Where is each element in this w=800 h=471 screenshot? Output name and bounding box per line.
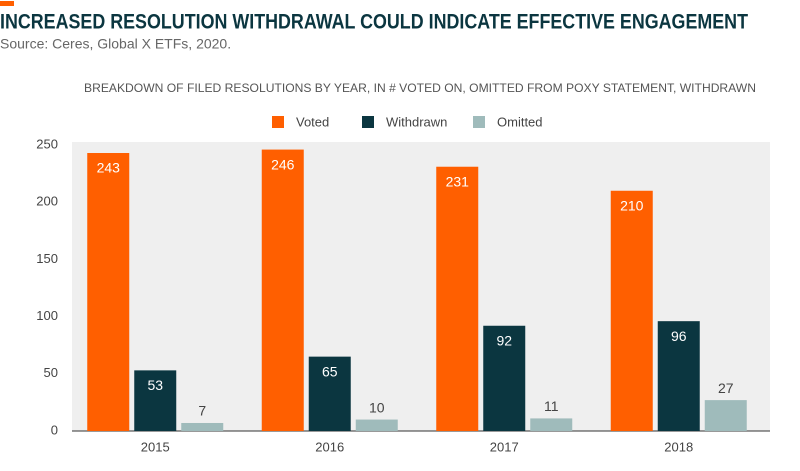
legend-label: Withdrawn: [386, 114, 447, 129]
y-tick-label: 50: [44, 365, 58, 380]
legend-swatch: [473, 116, 485, 128]
legend-swatch: [362, 116, 374, 128]
bar: [87, 153, 130, 431]
legend-swatch: [272, 116, 284, 128]
value-label: 210: [620, 197, 644, 213]
bar: [657, 321, 700, 431]
y-tick-label: 100: [36, 308, 58, 323]
y-tick-label: 150: [36, 251, 58, 266]
bar: [355, 419, 398, 431]
value-label: 246: [271, 156, 295, 172]
value-label: 10: [369, 399, 385, 415]
value-label: 7: [198, 403, 206, 419]
accent-bar: [0, 1, 14, 6]
plot-area: [72, 142, 770, 431]
value-label: 243: [97, 160, 121, 176]
value-label: 27: [718, 380, 734, 396]
value-label: 231: [446, 173, 470, 189]
bar: [704, 400, 747, 431]
bar: [436, 166, 479, 431]
bar: [610, 190, 653, 431]
x-tick-label: 2017: [490, 439, 519, 454]
value-label: 11: [544, 398, 559, 414]
chart-title: INCREASED RESOLUTION WITHDRAWAL COULD IN…: [0, 11, 748, 34]
value-label: 96: [671, 328, 687, 344]
bar: [483, 325, 526, 431]
y-tick-label: 200: [36, 194, 58, 209]
value-label: 65: [322, 363, 338, 379]
bar: [530, 418, 573, 431]
legend-label: Voted: [296, 114, 329, 129]
plot-title: BREAKDOWN OF FILED RESOLUTIONS BY YEAR, …: [84, 81, 756, 95]
x-tick-label: 2016: [315, 439, 344, 454]
y-tick-label: 0: [51, 422, 58, 437]
bar: [308, 356, 351, 431]
value-label: 92: [496, 332, 512, 348]
x-tick-label: 2018: [664, 439, 693, 454]
legend-label: Omitted: [497, 114, 543, 129]
x-tick-label: 2015: [141, 439, 170, 454]
bar: [134, 370, 177, 431]
y-tick-label: 250: [36, 136, 58, 151]
source: Source: Ceres, Global X ETFs, 2020.: [0, 36, 231, 52]
bar: [261, 149, 304, 432]
bar: [181, 422, 224, 431]
value-label: 53: [147, 377, 163, 393]
